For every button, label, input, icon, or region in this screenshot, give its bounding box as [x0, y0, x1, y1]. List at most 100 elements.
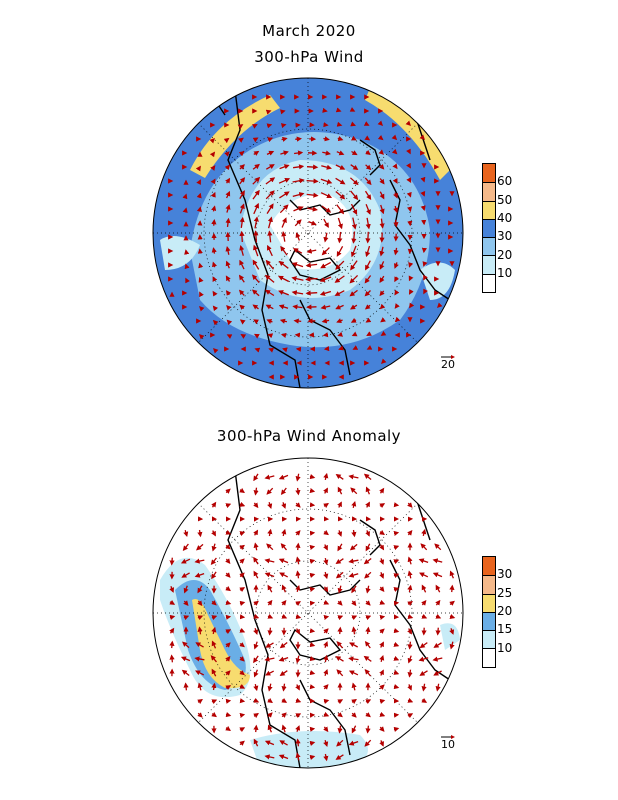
wind-vector: [336, 204, 345, 215]
wind-vector: [393, 545, 400, 551]
wind-vector: [337, 712, 343, 718]
wind-vector: [211, 626, 217, 635]
wind-vector: [335, 754, 344, 760]
wind-vector: [379, 303, 386, 310]
wind-vector: [365, 543, 371, 552]
wind-vector: [365, 699, 372, 705]
colorbar-label: 25: [497, 585, 513, 600]
wind-vector: [225, 685, 232, 691]
wind-vector: [365, 486, 371, 495]
wind-vector: [348, 558, 359, 564]
wind-vector: [421, 683, 427, 692]
wind-vector: [309, 754, 316, 760]
wind-vector: [348, 670, 359, 676]
wind-vector: [278, 754, 289, 760]
wind-vector: [336, 318, 343, 324]
wind-vector: [197, 529, 203, 538]
wind-vector: [379, 740, 384, 747]
wind-vector: [295, 601, 301, 607]
wind-vector: [392, 178, 398, 184]
wind-vector: [264, 740, 275, 746]
colorbar-label: 40: [497, 210, 513, 225]
wind-vector: [239, 683, 246, 689]
wind-vector: [225, 698, 232, 704]
wind-vector: [351, 698, 357, 705]
wind-vector: [365, 317, 372, 323]
wind-vector: [379, 654, 385, 662]
wind-vector: [323, 641, 329, 648]
wind-vector: [225, 629, 232, 635]
wind-vector: [253, 628, 259, 636]
wind-vector: [239, 177, 246, 185]
wind-vector: [225, 585, 231, 592]
wind-vector: [211, 571, 217, 580]
wind-vector: [280, 245, 288, 256]
colorbar-label: 50: [497, 192, 513, 207]
wind-vector: [225, 246, 231, 255]
wind-vector: [337, 725, 343, 734]
wind-vector: [239, 642, 245, 648]
wind-vector: [379, 246, 385, 257]
wind-vector: [365, 217, 371, 230]
wind-vector: [169, 654, 175, 663]
wind-vector: [323, 654, 329, 663]
wind-vector: [267, 627, 273, 636]
wind-vector: [281, 136, 288, 142]
wind-vector: [335, 260, 345, 270]
wind-vector: [194, 558, 205, 564]
wind-vector: [239, 531, 246, 537]
wind-vector: [408, 261, 414, 268]
wind-vector: [211, 615, 218, 621]
wind-vector: [267, 683, 273, 692]
wind-vector: [393, 262, 399, 269]
wind-vector: [393, 502, 400, 508]
wind-vector: [323, 487, 328, 494]
wind-vector: [264, 558, 275, 564]
wind-vector: [309, 684, 316, 690]
wind-vector: [348, 572, 359, 578]
wind-vector: [279, 191, 290, 199]
wind-vector: [379, 178, 385, 185]
wind-vector: [336, 245, 344, 257]
wind-vector: [266, 319, 273, 324]
wind-vector: [365, 725, 371, 734]
wind-vector: [309, 474, 316, 480]
wind-vector: [364, 135, 371, 141]
wind-vector: [349, 177, 359, 186]
wind-vector: [351, 600, 357, 607]
wind-vector: [394, 303, 400, 309]
anomaly-map: [153, 458, 463, 768]
wind-vector: [323, 472, 329, 481]
panel2-title: 300-hPa Wind Anomaly: [216, 427, 402, 445]
wind-vector: [380, 317, 386, 323]
wind-vector: [379, 529, 385, 536]
wind-vector: [351, 529, 357, 538]
wind-reference-vector-label: 20: [441, 358, 455, 371]
wind-speed-shading: [420, 262, 455, 300]
wind-vector: [182, 543, 189, 552]
wind-vector: [365, 204, 371, 215]
wind-vector: [281, 502, 287, 509]
wind-vector: [309, 656, 316, 662]
wind-vector: [211, 668, 217, 677]
wind-vector: [351, 585, 357, 594]
wind-vector: [253, 655, 259, 664]
wind-vector: [348, 656, 359, 662]
wind-vector: [364, 177, 372, 186]
wind-vector: [265, 289, 275, 297]
wind-vector: [365, 585, 371, 594]
wind-vector: [335, 304, 344, 310]
wind-vector: [407, 529, 413, 536]
wind-vector: [379, 711, 386, 717]
wind-vector: [432, 558, 443, 564]
wind-vector: [253, 230, 259, 243]
wind-vector: [323, 711, 330, 717]
wind-vector: [337, 699, 344, 705]
wind-vector: [406, 191, 412, 198]
wind-vector: [334, 290, 345, 296]
wind-vector: [364, 669, 371, 677]
wind-vector: [365, 600, 371, 606]
wind-vector: [253, 529, 259, 536]
wind-vector: [305, 276, 318, 282]
wind-vector: [225, 655, 231, 662]
